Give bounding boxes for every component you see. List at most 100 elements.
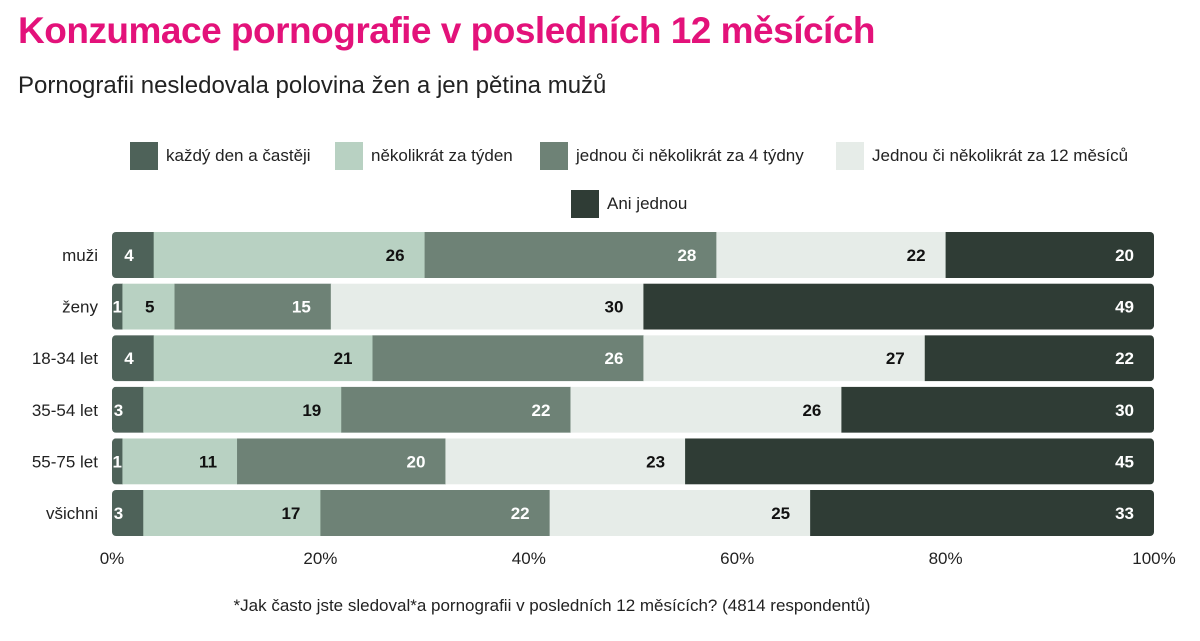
legend-label-daily: každý den a častěji bbox=[166, 146, 311, 165]
bar-3-0 bbox=[112, 386, 144, 433]
legend-label-never: Ani jednou bbox=[607, 194, 688, 213]
category-label-0: muži bbox=[62, 246, 98, 265]
bar-row-4 bbox=[112, 438, 1154, 485]
data-label-2-3: 27 bbox=[886, 349, 905, 368]
data-label-2-2: 26 bbox=[604, 349, 623, 368]
bar-5-4 bbox=[810, 490, 1154, 536]
data-label-0-4: 20 bbox=[1115, 246, 1134, 265]
bar-2-4 bbox=[924, 335, 1154, 382]
bar-1-2 bbox=[174, 283, 332, 330]
bar-4-3 bbox=[445, 438, 686, 485]
legend-item-daily: každý den a častěji bbox=[130, 142, 311, 170]
legend-item-yearly: Jednou či několikrát za 12 měsíců bbox=[836, 142, 1128, 170]
data-label-0-1: 26 bbox=[386, 246, 405, 265]
data-label-1-4: 49 bbox=[1115, 298, 1134, 317]
bar-0-4 bbox=[945, 232, 1154, 278]
legend-label-weekly: několikrát za týden bbox=[371, 146, 513, 165]
data-label-5-1: 17 bbox=[281, 504, 300, 523]
data-label-4-3: 23 bbox=[646, 452, 665, 471]
bar-row-2 bbox=[112, 335, 1154, 382]
bar-4-0 bbox=[112, 438, 123, 485]
bar-0-2 bbox=[424, 232, 717, 278]
data-label-4-4: 45 bbox=[1115, 452, 1134, 471]
bar-0-1 bbox=[153, 232, 426, 278]
bar-5-1 bbox=[143, 490, 321, 536]
legend-swatch-never bbox=[571, 190, 599, 218]
category-label-3: 35-54 let bbox=[32, 401, 98, 420]
bar-row-5 bbox=[112, 490, 1154, 536]
bar-5-2 bbox=[320, 490, 551, 536]
data-label-4-1: 11 bbox=[199, 452, 217, 471]
chart-title: Konzumace pornografie v posledních 12 mě… bbox=[18, 10, 876, 51]
x-tick-label-2: 40% bbox=[512, 549, 546, 568]
bar-1-1 bbox=[122, 283, 176, 330]
bar-2-0 bbox=[112, 335, 155, 382]
bar-2-1 bbox=[153, 335, 373, 382]
data-label-5-4: 33 bbox=[1115, 504, 1134, 523]
bar-3-1 bbox=[143, 386, 342, 433]
data-label-5-3: 25 bbox=[771, 504, 790, 523]
category-label-2: 18-34 let bbox=[32, 349, 98, 368]
data-label-5-0: 3 bbox=[114, 504, 123, 523]
x-tick-label-0: 0% bbox=[100, 549, 125, 568]
legend-item-weekly: několikrát za týden bbox=[335, 142, 513, 170]
category-label-4: 55-75 let bbox=[32, 452, 98, 471]
category-labels-group: muži ženy 18-34 let 35-54 let 55-75 let všich… bbox=[32, 246, 99, 523]
bar-row-1 bbox=[112, 283, 1154, 330]
bar-0-0 bbox=[112, 232, 155, 278]
data-label-4-0: 1 bbox=[112, 452, 121, 471]
bar-0-3 bbox=[716, 232, 947, 278]
data-label-1-1: 5 bbox=[145, 298, 154, 317]
data-label-5-2: 22 bbox=[511, 504, 530, 523]
data-label-2-4: 22 bbox=[1115, 349, 1134, 368]
data-label-4-2: 20 bbox=[407, 452, 426, 471]
bar-5-3 bbox=[549, 490, 811, 536]
data-label-3-2: 22 bbox=[532, 401, 551, 420]
bar-5-0 bbox=[112, 490, 144, 536]
bar-2-3 bbox=[643, 335, 926, 382]
data-label-2-1: 21 bbox=[334, 349, 353, 368]
footnote: *Jak často jste sledoval*a pornografii v… bbox=[233, 596, 871, 615]
bar-row-0 bbox=[112, 232, 1154, 278]
data-label-1-2: 15 bbox=[292, 298, 311, 317]
legend-swatch-yearly bbox=[836, 142, 864, 170]
legend-item-monthly: jednou či několikrát za 4 týdny bbox=[540, 142, 804, 170]
bar-2-2 bbox=[372, 335, 644, 382]
x-tick-label-5: 100% bbox=[1132, 549, 1175, 568]
category-label-1: ženy bbox=[62, 298, 98, 317]
legend-swatch-daily bbox=[130, 142, 158, 170]
x-tick-label-3: 60% bbox=[720, 549, 754, 568]
data-label-3-4: 30 bbox=[1115, 401, 1134, 420]
data-label-0-3: 22 bbox=[907, 246, 926, 265]
legend-swatch-weekly bbox=[335, 142, 363, 170]
bar-4-4 bbox=[685, 438, 1154, 485]
legend-item-never: Ani jednou bbox=[571, 190, 687, 218]
data-label-1-3: 30 bbox=[604, 298, 623, 317]
chart-subtitle: Pornografii nesledovala polovina žen a j… bbox=[18, 72, 607, 99]
data-label-2-0: 4 bbox=[124, 349, 134, 368]
data-label-0-0: 4 bbox=[124, 246, 134, 265]
data-label-0-2: 28 bbox=[677, 246, 696, 265]
tick-labels-group: 0% 20% 40% 60% 80% 100% bbox=[100, 549, 1176, 568]
data-label-3-0: 3 bbox=[114, 401, 123, 420]
bar-3-3 bbox=[570, 386, 842, 433]
bar-3-2 bbox=[341, 386, 571, 433]
bar-1-3 bbox=[330, 283, 644, 330]
bar-3-4 bbox=[841, 386, 1154, 433]
bar-4-2 bbox=[237, 438, 446, 485]
bar-1-0 bbox=[112, 283, 123, 330]
legend-label-monthly: jednou či několikrát za 4 týdny bbox=[576, 146, 804, 165]
legend-label-yearly: Jednou či několikrát za 12 měsíců bbox=[872, 146, 1129, 165]
legend-swatch-monthly bbox=[540, 142, 568, 170]
data-label-1-0: 1 bbox=[112, 298, 121, 317]
data-label-3-3: 26 bbox=[802, 401, 821, 420]
data-label-3-1: 19 bbox=[302, 401, 321, 420]
bar-4-1 bbox=[122, 438, 238, 485]
x-tick-label-4: 80% bbox=[929, 549, 963, 568]
category-label-5: všichni bbox=[46, 504, 98, 523]
bars-group: 4 26 28 22 201 5 15 30 494 21 26 27 223 19 22 26 301 11 20… bbox=[112, 232, 1154, 536]
bar-row-3 bbox=[112, 386, 1154, 433]
x-tick-label-1: 20% bbox=[303, 549, 337, 568]
bar-1-4 bbox=[643, 283, 1154, 330]
